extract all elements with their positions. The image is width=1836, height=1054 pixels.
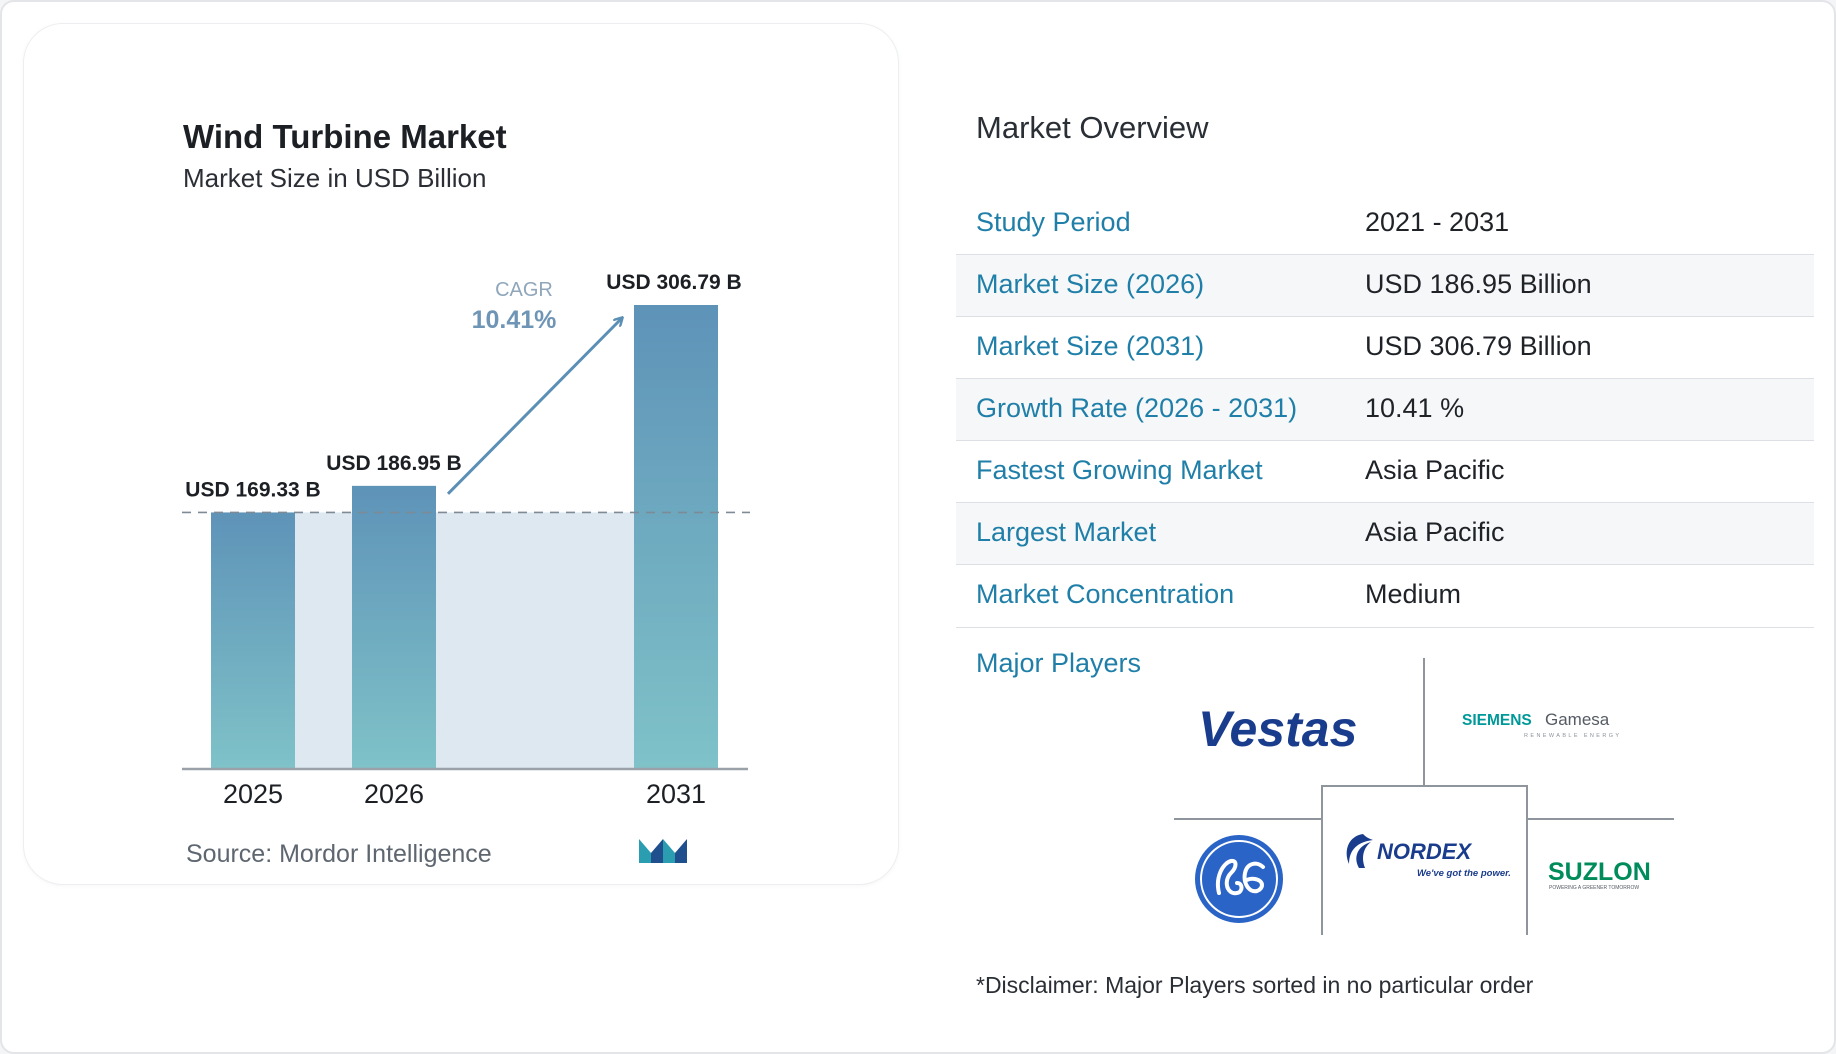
overview-value: Asia Pacific xyxy=(1365,455,1505,485)
chart-subtitle: Market Size in USD Billion xyxy=(183,163,487,193)
vestas-logo-text: Vestas xyxy=(1198,701,1357,757)
overview-row: Market Concentration Medium xyxy=(956,565,1814,628)
overview-row: Largest Market Asia Pacific xyxy=(956,503,1814,565)
ge-logo-icon xyxy=(1195,835,1283,923)
grid-divider xyxy=(1526,785,1528,935)
overview-row: Study Period 2021 - 2031 xyxy=(956,193,1814,255)
grid-divider xyxy=(1321,785,1527,787)
x-tick-label-2025: 2025 xyxy=(223,779,283,809)
overview-key: Market Size (2026) xyxy=(976,269,1205,299)
nordex-logo-text: NORDEX xyxy=(1377,839,1472,864)
reference-shade xyxy=(211,512,718,768)
vestas-logo: Vestas xyxy=(1198,701,1357,757)
disclaimer-text: *Disclaimer: Major Players sorted in no … xyxy=(976,972,1534,998)
x-tick-label-2031: 2031 xyxy=(646,779,706,809)
siemens-logo-text: SIEMENS xyxy=(1462,712,1532,729)
overview-value: USD 306.79 Billion xyxy=(1365,331,1592,361)
bar-2031 xyxy=(634,305,718,768)
chart-title: Wind Turbine Market xyxy=(183,118,507,155)
overview-table: Study Period 2021 - 2031 Market Size (20… xyxy=(956,193,1814,628)
nordex-logo: NORDEX We've got the power. xyxy=(1346,834,1511,879)
suzlon-logo: SUZLON POWERING A GREENER TOMORROW xyxy=(1548,858,1651,891)
overview-title: Market Overview xyxy=(976,110,1209,145)
bar-chart: USD 169.33 B USD 186.95 B USD 306.79 B 2025… xyxy=(182,271,750,809)
overview-row: Market Size (2026) USD 186.95 Billion xyxy=(956,255,1814,317)
data-label-2026: USD 186.95 B xyxy=(326,452,461,475)
nordex-tagline: We've got the power. xyxy=(1417,868,1511,879)
siemens-gamesa-tagline: RENEWABLE ENERGY xyxy=(1524,733,1622,739)
overview-key: Fastest Growing Market xyxy=(976,455,1263,485)
suzlon-logo-text: SUZLON xyxy=(1548,858,1651,886)
cagr-label: CAGR xyxy=(495,279,553,301)
mordor-intelligence-logo-icon xyxy=(639,839,687,863)
cagr-value: 10.41% xyxy=(472,306,557,334)
overview-value: Asia Pacific xyxy=(1365,517,1505,547)
grid-divider xyxy=(1174,818,1321,820)
x-tick-label-2026: 2026 xyxy=(364,779,424,809)
data-label-2025: USD 169.33 B xyxy=(185,478,320,501)
overview-row: Growth Rate (2026 - 2031) 10.41 % xyxy=(956,379,1814,441)
chart-source: Source: Mordor Intelligence xyxy=(186,840,492,868)
cagr-arrow xyxy=(446,318,622,495)
overview-value: USD 186.95 Billion xyxy=(1365,269,1592,299)
siemens-gamesa-logo: SIEMENS Gamesa RENEWABLE ENERGY xyxy=(1462,710,1622,739)
overview-value: 2021 - 2031 xyxy=(1365,207,1510,237)
grid-divider xyxy=(1527,818,1674,820)
grid-divider xyxy=(1321,785,1323,935)
suzlon-tagline: POWERING A GREENER TOMORROW xyxy=(1549,885,1639,891)
overview-key: Market Size (2031) xyxy=(976,331,1205,361)
overview-key: Growth Rate (2026 - 2031) xyxy=(976,393,1298,423)
overview-value: Medium xyxy=(1365,579,1462,609)
bar-2025 xyxy=(211,512,295,768)
data-label-2031: USD 306.79 B xyxy=(606,271,741,294)
overview-key: Study Period xyxy=(976,207,1131,237)
overview-key: Largest Market xyxy=(976,517,1157,547)
bar-2026 xyxy=(352,485,436,768)
overview-value: 10.41 % xyxy=(1365,393,1465,423)
gamesa-logo-text: Gamesa xyxy=(1545,710,1610,729)
overview-row: Fastest Growing Market Asia Pacific xyxy=(956,441,1814,503)
grid-divider xyxy=(1423,658,1425,785)
overview-row: Market Size (2031) USD 306.79 Billion xyxy=(956,317,1814,379)
overview-key: Market Concentration xyxy=(976,579,1235,609)
major-players-title: Major Players xyxy=(976,648,1142,678)
